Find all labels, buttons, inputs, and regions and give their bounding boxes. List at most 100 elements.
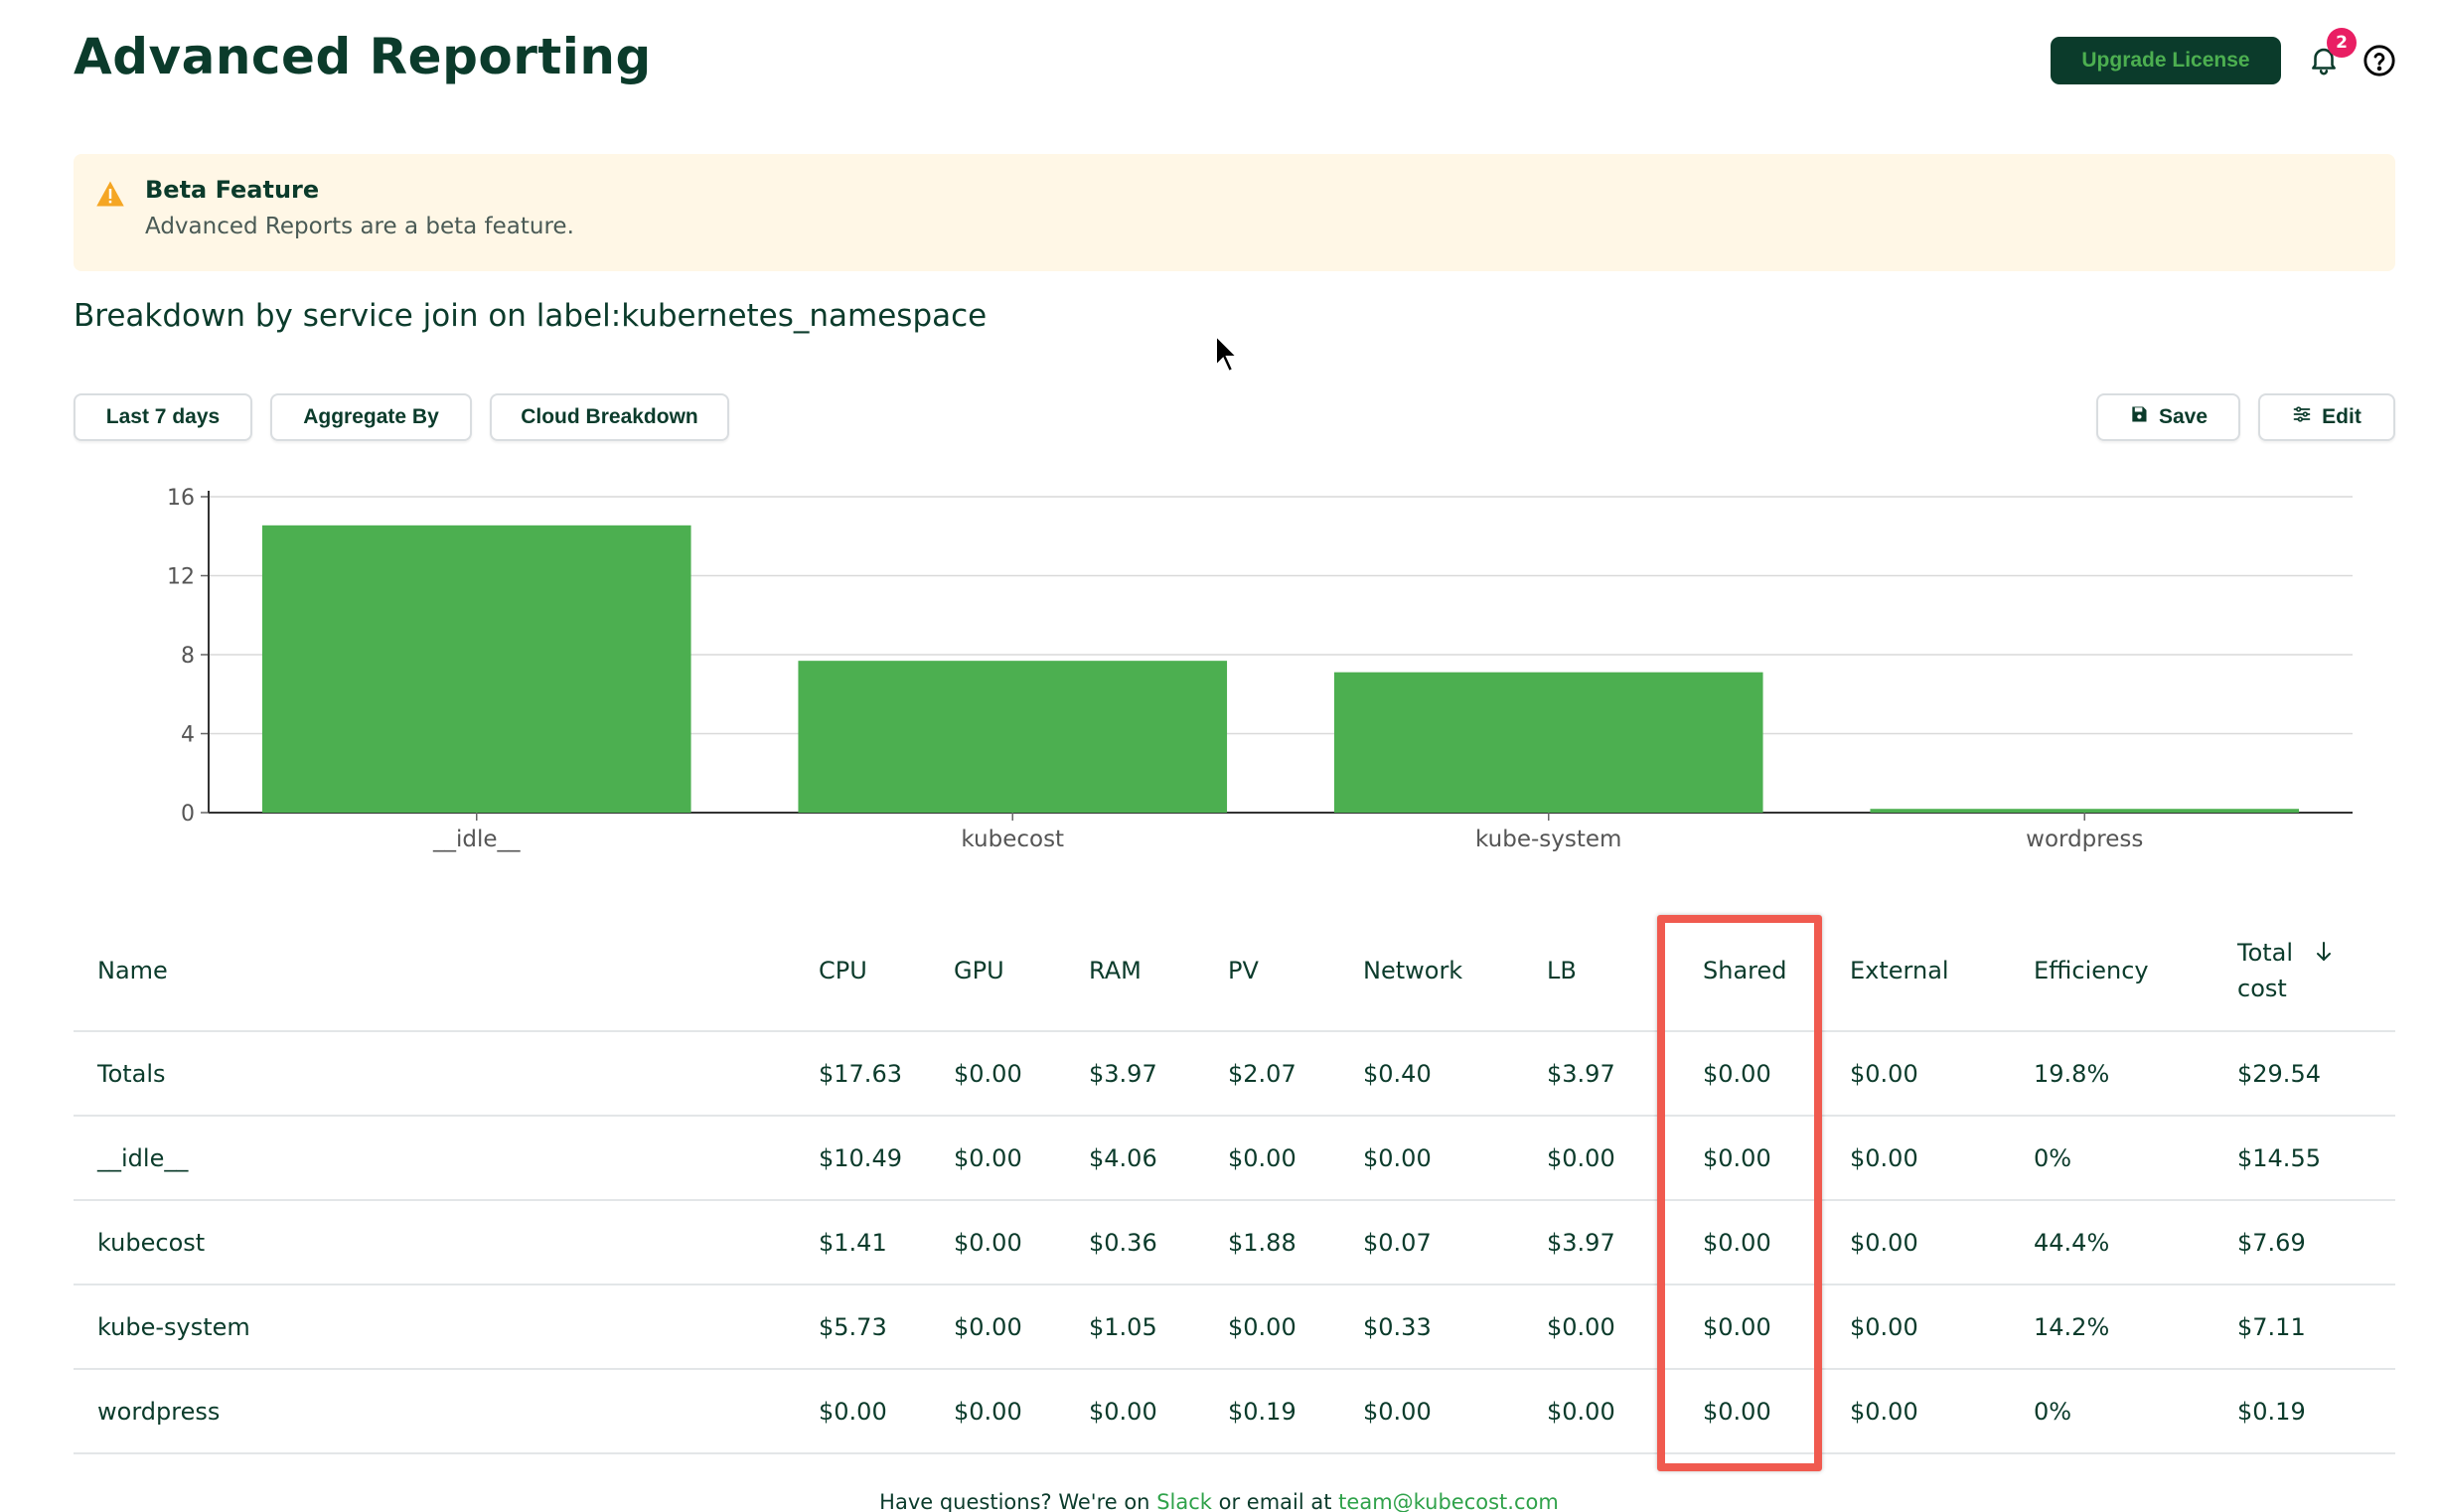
- cell-shared: $0.00: [1681, 1200, 1850, 1285]
- cell-gpu: $0.00: [954, 1031, 1089, 1117]
- header-external[interactable]: External: [1850, 910, 2034, 1032]
- save-button[interactable]: Save: [2096, 393, 2240, 441]
- y-tick-label: 16: [167, 486, 195, 511]
- cell-network: $0.33: [1363, 1285, 1547, 1370]
- mouse-pointer-icon: [1214, 333, 1240, 374]
- cell-cpu: $17.63: [819, 1031, 954, 1117]
- cell-cpu: $5.73: [819, 1285, 954, 1370]
- slack-link[interactable]: Slack: [1156, 1490, 1212, 1512]
- cell-pv: $0.19: [1228, 1369, 1363, 1454]
- cell-lb: $3.97: [1547, 1031, 1681, 1117]
- edit-button[interactable]: Edit: [2258, 393, 2395, 441]
- header-total-line2: cost: [2237, 974, 2287, 1002]
- y-tick-label: 12: [167, 565, 195, 590]
- cell-pv: $0.00: [1228, 1116, 1363, 1201]
- cell-cpu: $10.49: [819, 1116, 954, 1201]
- cell-external: $0.00: [1850, 1285, 2034, 1370]
- floppy-disk-icon: [2129, 404, 2149, 430]
- footer: Have questions? We're on Slack or email …: [0, 1490, 2438, 1512]
- cell-total: $14.55: [2237, 1116, 2395, 1201]
- warning-icon: [95, 180, 125, 208]
- aggregate-by-button[interactable]: Aggregate By: [270, 393, 472, 441]
- table-row[interactable]: kubecost $1.41 $0.00 $0.36 $1.88 $0.07 $3.97 $0…: [74, 1200, 2395, 1285]
- cell-ram: $1.05: [1089, 1285, 1228, 1370]
- report-title: Breakdown by service join on label:kuber…: [74, 298, 988, 334]
- cell-ram: $0.36: [1089, 1200, 1228, 1285]
- cell-pv: $0.00: [1228, 1285, 1363, 1370]
- footer-prefix: Have questions? We're on: [879, 1490, 1150, 1512]
- y-tick-label: 4: [181, 723, 195, 748]
- cell-efficiency: 0%: [2034, 1116, 2237, 1201]
- bar-kube-system: [1333, 672, 1763, 813]
- header-pv[interactable]: PV: [1228, 910, 1363, 1032]
- header-ram[interactable]: RAM: [1089, 910, 1228, 1032]
- cell-name: kube-system: [74, 1285, 819, 1370]
- cell-total: $7.69: [2237, 1200, 2395, 1285]
- save-label: Save: [2158, 405, 2209, 428]
- cell-name: kubecost: [74, 1200, 819, 1285]
- cell-total: $0.19: [2237, 1369, 2395, 1454]
- help-icon[interactable]: [2362, 44, 2396, 77]
- bar-kubecost: [798, 661, 1228, 813]
- table-row: Totals $17.63 $0.00 $3.97 $2.07 $0.40 $3.97 $0.…: [74, 1031, 2395, 1117]
- sliders-icon: [2292, 404, 2312, 430]
- edit-label: Edit: [2322, 405, 2362, 428]
- cell-pv: $2.07: [1228, 1031, 1363, 1117]
- cell-external: $0.00: [1850, 1116, 2034, 1201]
- cell-name: wordpress: [74, 1369, 819, 1454]
- table-header-row: Name CPU GPU RAM PV Network LB Shared Ex…: [74, 910, 2395, 1032]
- cell-efficiency: 44.4%: [2034, 1200, 2237, 1285]
- notifications-bell-icon[interactable]: [2307, 42, 2341, 77]
- bar-wordpress: [1870, 809, 2300, 813]
- cell-lb: $0.00: [1547, 1116, 1681, 1201]
- sort-descending-icon[interactable]: [2315, 937, 2333, 973]
- header-efficiency[interactable]: Efficiency: [2034, 910, 2237, 1032]
- cell-external: $0.00: [1850, 1031, 2034, 1117]
- header-cpu[interactable]: CPU: [819, 910, 954, 1032]
- email-link[interactable]: team@kubecost.com: [1338, 1490, 1559, 1512]
- cell-gpu: $0.00: [954, 1116, 1089, 1201]
- cell-lb: $3.97: [1547, 1200, 1681, 1285]
- cloud-breakdown-button[interactable]: Cloud Breakdown: [490, 393, 729, 441]
- cell-gpu: $0.00: [954, 1369, 1089, 1454]
- cell-name: __idle__: [74, 1116, 819, 1201]
- header-name[interactable]: Name: [74, 910, 819, 1032]
- cell-shared: $0.00: [1681, 1369, 1850, 1454]
- cell-efficiency: 19.8%: [2034, 1031, 2237, 1117]
- cell-ram: $0.00: [1089, 1369, 1228, 1454]
- cost-breakdown-table: Name CPU GPU RAM PV Network LB Shared Ex…: [74, 910, 2395, 1454]
- cell-gpu: $0.00: [954, 1200, 1089, 1285]
- cell-shared: $0.00: [1681, 1116, 1850, 1201]
- cell-efficiency: 0%: [2034, 1369, 2237, 1454]
- cell-shared: $0.00: [1681, 1285, 1850, 1370]
- cell-network: $0.00: [1363, 1369, 1547, 1454]
- x-tick-label: __idle__: [432, 827, 521, 852]
- header-shared[interactable]: Shared: [1681, 910, 1850, 1032]
- cell-ram: $3.97: [1089, 1031, 1228, 1117]
- cell-cpu: $1.41: [819, 1200, 954, 1285]
- banner-title: Beta Feature: [145, 176, 320, 204]
- notification-count-badge: 2: [2327, 28, 2357, 58]
- cell-external: $0.00: [1850, 1200, 2034, 1285]
- beta-feature-banner: Beta Feature Advanced Reports are a beta…: [74, 154, 2395, 271]
- cell-lb: $0.00: [1547, 1285, 1681, 1370]
- cell-pv: $1.88: [1228, 1200, 1363, 1285]
- banner-text: Advanced Reports are a beta feature.: [145, 214, 574, 239]
- cell-name: Totals: [74, 1031, 819, 1117]
- header-lb[interactable]: LB: [1547, 910, 1681, 1032]
- cell-external: $0.00: [1850, 1369, 2034, 1454]
- table-row[interactable]: kube-system $5.73 $0.00 $1.05 $0.00 $0.33 $0.0…: [74, 1285, 2395, 1370]
- cost-bar-chart: 0 4 8 12 16 __idle__ kubecost kube-system wordpr…: [167, 486, 2353, 852]
- date-range-button[interactable]: Last 7 days: [74, 393, 252, 441]
- x-tick-label: wordpress: [2026, 827, 2143, 852]
- header-gpu[interactable]: GPU: [954, 910, 1089, 1032]
- table-row[interactable]: wordpress $0.00 $0.00 $0.00 $0.19 $0.00 $0.00 $…: [74, 1369, 2395, 1454]
- x-tick-label: kubecost: [961, 827, 1064, 852]
- table-row[interactable]: __idle__ $10.49 $0.00 $4.06 $0.00 $0.00 $0.00 $…: [74, 1116, 2395, 1201]
- cell-ram: $4.06: [1089, 1116, 1228, 1201]
- cell-network: $0.07: [1363, 1200, 1547, 1285]
- upgrade-license-button[interactable]: Upgrade License: [2051, 37, 2281, 84]
- header-network[interactable]: Network: [1363, 910, 1547, 1032]
- header-total-cost[interactable]: Total cost: [2237, 910, 2395, 1032]
- cell-total: $7.11: [2237, 1285, 2395, 1370]
